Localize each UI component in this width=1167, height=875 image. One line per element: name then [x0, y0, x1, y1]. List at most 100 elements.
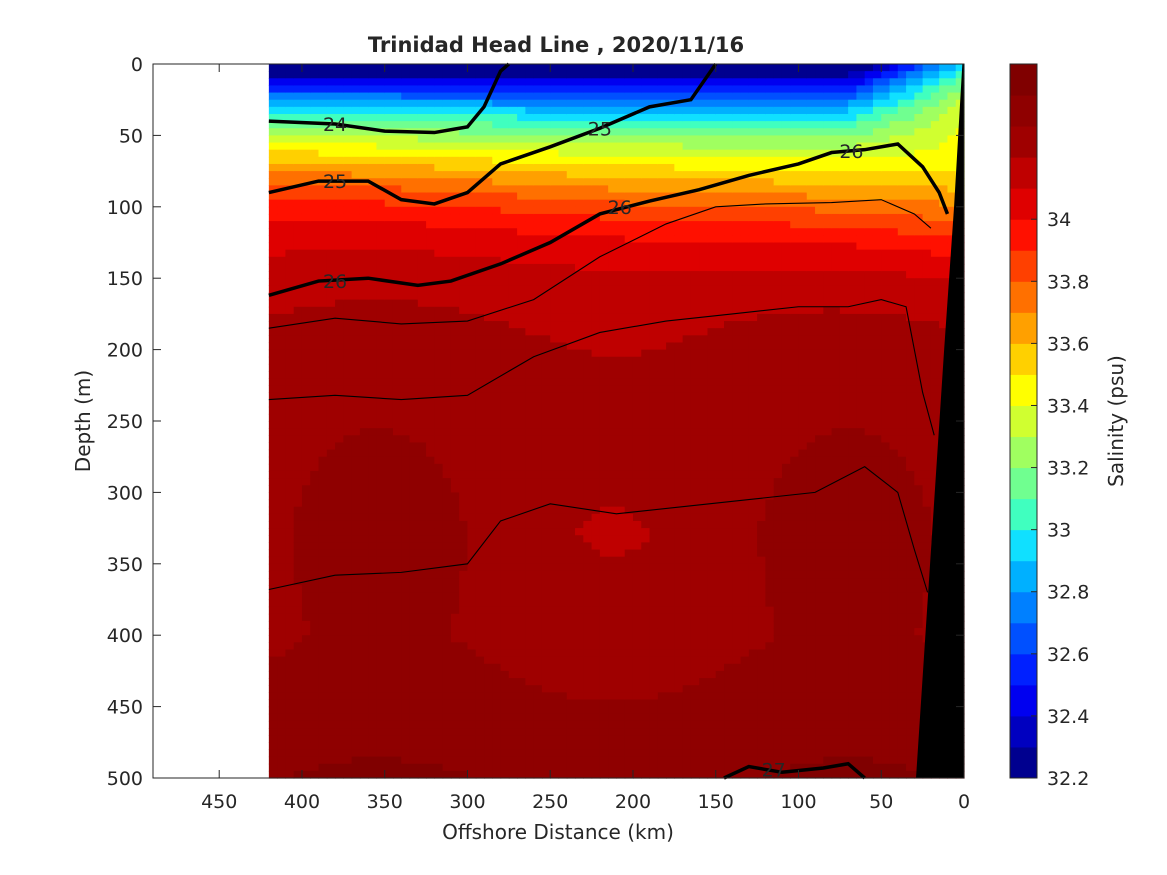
salinity-cell: [475, 392, 485, 401]
salinity-cell: [541, 206, 551, 215]
salinity-cell: [550, 299, 560, 308]
salinity-cell: [301, 199, 311, 208]
salinity-cell: [293, 485, 303, 493]
salinity-cell: [376, 678, 386, 686]
salinity-cell: [550, 620, 560, 629]
salinity-cell: [450, 356, 460, 365]
salinity-cell: [558, 599, 568, 608]
salinity-cell: [608, 463, 618, 472]
salinity-cell: [517, 663, 526, 672]
salinity-cell: [475, 235, 485, 244]
salinity-cell: [368, 692, 378, 701]
salinity-cell: [409, 64, 419, 72]
salinity-cell: [566, 256, 576, 265]
salinity-cell: [401, 470, 411, 479]
salinity-cell: [475, 578, 485, 586]
salinity-cell: [384, 299, 394, 308]
salinity-cell: [533, 178, 543, 186]
salinity-cell: [401, 213, 411, 222]
salinity-cell: [310, 692, 320, 701]
salinity-cell: [343, 678, 353, 686]
salinity-cell: [541, 635, 551, 643]
salinity-cell: [475, 749, 485, 758]
salinity-cell: [632, 442, 642, 451]
salinity-cell: [657, 92, 667, 101]
salinity-cell: [599, 406, 609, 415]
salinity-cell: [608, 620, 618, 629]
salinity-cell: [533, 563, 543, 572]
salinity-cell: [583, 149, 593, 158]
salinity-cell: [566, 413, 576, 422]
salinity-cell: [467, 285, 477, 294]
salinity-cell: [541, 85, 551, 94]
salinity-cell: [484, 349, 493, 358]
salinity-cell: [608, 321, 618, 329]
salinity-cell: [335, 113, 344, 122]
salinity-cell: [475, 520, 485, 529]
salinity-cell: [599, 306, 609, 315]
salinity-cell: [401, 171, 411, 179]
salinity-cell: [492, 299, 502, 308]
salinity-cell: [649, 770, 659, 779]
salinity-cell: [277, 64, 287, 72]
salinity-cell: [417, 378, 427, 386]
salinity-cell: [343, 449, 353, 458]
salinity-cell: [285, 71, 295, 79]
salinity-cell: [508, 206, 518, 215]
salinity-cell: [318, 113, 328, 122]
salinity-cell: [450, 763, 460, 772]
salinity-cell: [649, 192, 659, 201]
salinity-cell: [285, 199, 295, 208]
salinity-cell: [368, 735, 378, 743]
salinity-cell: [632, 585, 642, 593]
salinity-cell: [343, 292, 353, 301]
salinity-cell: [310, 656, 320, 665]
salinity-cell: [376, 463, 386, 472]
salinity-cell: [525, 520, 535, 529]
salinity-cell: [459, 71, 469, 79]
salinity-cell: [591, 435, 601, 444]
salinity-cell: [533, 578, 543, 586]
salinity-cell: [591, 756, 601, 765]
salinity-cell: [566, 456, 576, 465]
salinity-cell: [277, 735, 287, 743]
salinity-cell: [492, 421, 502, 429]
salinity-cell: [517, 692, 526, 701]
salinity-cell: [632, 406, 642, 415]
salinity-cell: [417, 613, 427, 622]
salinity-cell: [359, 221, 369, 229]
salinity-cell: [459, 592, 469, 601]
salinity-cell: [301, 513, 311, 522]
salinity-cell: [368, 71, 378, 79]
salinity-cell: [442, 699, 452, 708]
salinity-cell: [434, 599, 444, 608]
salinity-cell: [384, 485, 394, 493]
salinity-cell: [335, 249, 344, 258]
salinity-cell: [326, 742, 336, 751]
salinity-cell: [517, 620, 526, 629]
salinity-cell: [450, 742, 460, 751]
salinity-cell: [666, 585, 675, 593]
salinity-cell: [401, 363, 411, 372]
salinity-cell: [657, 256, 667, 265]
salinity-cell: [401, 271, 411, 279]
salinity-cell: [575, 456, 584, 465]
salinity-cell: [359, 135, 369, 144]
salinity-cell: [541, 520, 551, 529]
salinity-cell: [384, 570, 394, 579]
salinity-cell: [376, 242, 386, 251]
salinity-cell: [326, 542, 336, 551]
salinity-cell: [484, 313, 493, 322]
salinity-cell: [599, 585, 609, 593]
salinity-cell: [368, 485, 378, 493]
salinity-cell: [351, 742, 361, 751]
salinity-cell: [351, 356, 361, 365]
salinity-cell: [450, 470, 460, 479]
salinity-cell: [417, 578, 427, 586]
salinity-cell: [599, 442, 609, 451]
salinity-cell: [268, 278, 278, 286]
salinity-cell: [417, 770, 427, 779]
salinity-cell: [384, 492, 394, 501]
salinity-cell: [632, 221, 642, 229]
salinity-cell: [409, 199, 419, 208]
